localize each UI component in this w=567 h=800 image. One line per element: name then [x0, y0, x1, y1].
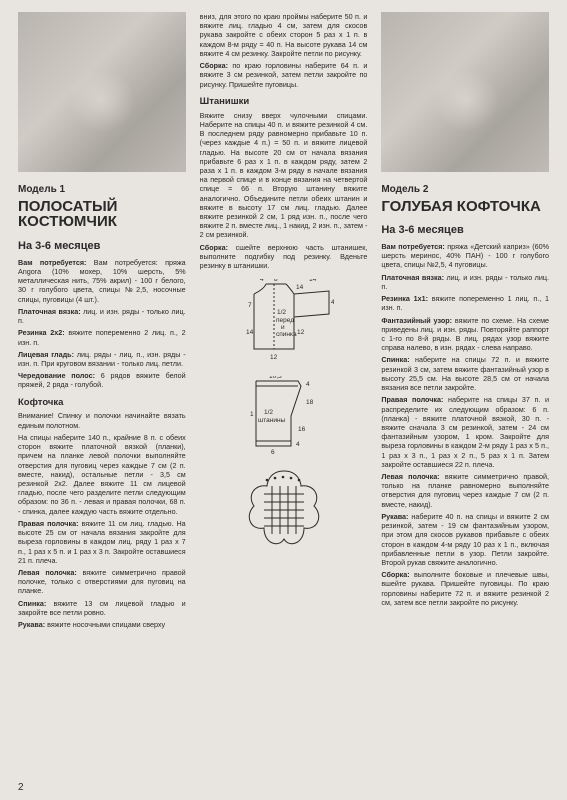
- model2-age: На 3-6 месяцев: [381, 224, 549, 238]
- svg-text:14: 14: [309, 279, 317, 283]
- model2-prp: Правая полочка: наберите на спицы 37 п. …: [381, 395, 549, 469]
- svg-text:перед: перед: [276, 317, 294, 324]
- model2-fant: Фантазийный узор: вяжите по схеме. На сх…: [381, 316, 549, 353]
- model2-sp: Спинка: наберите на спицы 72 п. и вяжите…: [381, 355, 549, 392]
- svg-text:4: 4: [296, 441, 300, 448]
- model2-lvp: Левая полочка: вяжите симметрично правой…: [381, 472, 549, 509]
- column-right: Модель 2 ГОЛУБАЯ КОФТОЧКА На 3-6 месяцев…: [381, 12, 549, 792]
- svg-text:и: и: [281, 324, 285, 331]
- diagram-shirt: 4 8 14 4 14 1/2 перед и спинка 7 14 12 1…: [234, 279, 334, 364]
- svg-text:7: 7: [248, 302, 252, 309]
- kof-body: На спицы наберите 140 п., крайние 8 п. с…: [18, 433, 186, 516]
- svg-text:1: 1: [250, 411, 254, 418]
- diagram-flower-grid: [239, 466, 329, 556]
- model2-sbor: Сборка: выполните боковые и плечевые швы…: [381, 570, 549, 607]
- svg-text:16: 16: [298, 426, 306, 433]
- model1-label: Модель 1: [18, 184, 186, 197]
- svg-text:штанины: штанины: [258, 417, 286, 424]
- svg-text:10,5: 10,5: [269, 376, 282, 380]
- model2-title: ГОЛУБАЯ КОФТОЧКА: [381, 199, 549, 215]
- svg-text:6: 6: [271, 449, 275, 456]
- svg-text:4: 4: [306, 381, 310, 388]
- model1-age: На 3-6 месяцев: [18, 240, 186, 254]
- svg-text:12: 12: [297, 329, 305, 336]
- svg-text:14: 14: [296, 284, 304, 291]
- model1-ruk-intro: Рукава: вяжите носочными спицами сверху: [18, 620, 186, 629]
- model1-sp: Спинка: вяжите 13 см лицевой гладью и за…: [18, 599, 186, 617]
- model1-ruk-cont: вниз, для этого по краю проймы наберите …: [200, 12, 368, 58]
- column-left: Модель 1 ПОЛОСАТЫЙ КОСТЮМЧИК На 3-6 меся…: [18, 12, 186, 792]
- svg-text:1/2: 1/2: [264, 409, 273, 416]
- kof-warn: Внимание! Спинку и полочки начинайте вяз…: [18, 411, 186, 429]
- model1-lvp: Левая полочка: вяжите симметрично правой…: [18, 568, 186, 596]
- model1-prp: Правая полочка: вяжите 11 см лиц. гладью…: [18, 519, 186, 565]
- column-middle: вниз, для этого по краю проймы наберите …: [200, 12, 368, 792]
- model2-req: Вам потребуется: пряжа «Детский каприз» …: [381, 242, 549, 270]
- model1-req: Вам потребуется: Вам потребуется: пряжа …: [18, 258, 186, 304]
- sht-body: Вяжите снизу вверх чулочными спицами. На…: [200, 111, 368, 240]
- model1-cher: Чередование полос: 6 рядов вяжите белой …: [18, 371, 186, 389]
- diagram-pants: 10,5 1/2 штанины 4 18 16 4 1 6: [236, 376, 331, 456]
- model1-sbor2: Сборка: сшейте верхнюю часть штанишек, в…: [200, 243, 368, 271]
- svg-text:1/2: 1/2: [277, 309, 286, 316]
- model1-title: ПОЛОСАТЫЙ КОСТЮМЧИК: [18, 199, 186, 231]
- shtiashki-heading: Штанишки: [200, 96, 368, 108]
- svg-text:спинка: спинка: [276, 331, 297, 338]
- svg-text:12: 12: [270, 354, 278, 361]
- model1-rez2x2: Резинка 2х2: вяжите попеременно 2 лиц. п…: [18, 328, 186, 346]
- model2-plat: Платочная вязка: лиц. и изн. ряды - толь…: [381, 273, 549, 291]
- model2-ruk: Рукава: наберите 40 п. на спицы и вяжите…: [381, 512, 549, 567]
- model1-lic: Лицевая гладь: лиц. ряды - лиц. п., изн.…: [18, 350, 186, 368]
- model2-photo: [381, 12, 549, 172]
- svg-text:18: 18: [306, 399, 314, 406]
- koftochka-heading: Кофточка: [18, 397, 186, 409]
- model1-plat: Платочная вязка: лиц. и изн. ряды - толь…: [18, 307, 186, 325]
- model2-rez1x1: Резинка 1х1: вяжите попеременно 1 лиц. п…: [381, 294, 549, 312]
- page-number: 2: [18, 782, 24, 795]
- model1-photo: [18, 12, 186, 172]
- svg-text:4: 4: [331, 299, 334, 306]
- svg-text:4: 4: [260, 279, 264, 283]
- model1-sbor1: Сборка: по краю горловины наберите 64 п.…: [200, 61, 368, 89]
- svg-text:8: 8: [274, 279, 278, 283]
- model2-label: Модель 2: [381, 184, 549, 197]
- svg-text:14: 14: [246, 329, 254, 336]
